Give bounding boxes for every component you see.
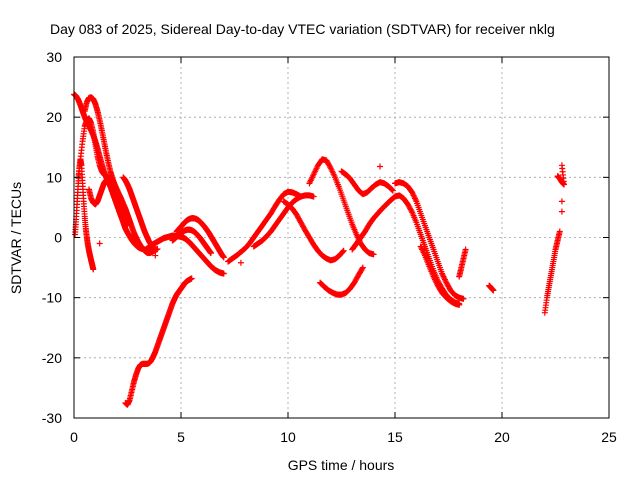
y-tick-label: 10 (46, 169, 62, 185)
series-arc-13 (280, 198, 347, 264)
data-point (124, 222, 131, 229)
y-tick-labels: -30 -20 -10 0 10 20 30 (42, 49, 62, 426)
data-point (207, 250, 214, 257)
data-point (462, 246, 469, 253)
y-tick-label: 20 (46, 109, 62, 125)
y-tick-label: 30 (46, 49, 62, 65)
data-point (490, 287, 497, 294)
data-point (558, 208, 565, 215)
data-point (556, 228, 563, 235)
data-point (310, 193, 317, 200)
chart-title: Day 083 of 2025, Sidereal Day-to-day VTE… (50, 21, 555, 37)
x-tick-label: 5 (177, 429, 185, 445)
data-point-interp (389, 186, 396, 193)
data-point (152, 252, 159, 259)
data-point (370, 251, 377, 258)
series-arc-11 (225, 188, 304, 265)
x-tick-label: 10 (280, 429, 296, 445)
data-point-interp (339, 248, 346, 255)
data-point (118, 213, 125, 220)
axis-ticks (73, 56, 610, 419)
series-arc-20 (456, 246, 469, 280)
data-point (460, 295, 467, 302)
data-point (188, 275, 195, 282)
data-point-interp (408, 207, 415, 214)
series-arc-6 (72, 156, 97, 273)
y-tick-label: -20 (42, 350, 62, 366)
series-arc-14 (306, 156, 377, 258)
data-point (237, 259, 244, 266)
data-point (389, 187, 396, 194)
data-point (558, 198, 565, 205)
series-arc-12 (250, 192, 317, 250)
series-arc-23 (554, 162, 568, 188)
series-isolated (96, 163, 565, 266)
gridlines (74, 57, 609, 418)
data-point (220, 270, 227, 277)
data-point (377, 163, 384, 170)
data-point (359, 264, 366, 271)
series-arc-16 (338, 168, 396, 198)
series-arc-9 (173, 215, 227, 261)
data-point (113, 201, 120, 208)
data-point (558, 162, 565, 169)
data-point (456, 301, 463, 308)
data-points (71, 91, 568, 408)
series-arc-18 (392, 179, 467, 302)
series-arc-10 (169, 226, 214, 257)
series-arc-2 (81, 94, 161, 257)
data-point (96, 240, 103, 247)
data-point-interp (359, 265, 366, 272)
series-arc-15 (317, 264, 366, 298)
data-point (220, 254, 227, 261)
y-tick-label: -10 (42, 290, 62, 306)
y-tick-label: -30 (42, 410, 62, 426)
data-point (154, 245, 161, 252)
x-tick-label: 15 (387, 429, 403, 445)
series-arc-22 (541, 228, 563, 316)
series-arc-19 (417, 243, 463, 308)
data-point (340, 247, 347, 254)
series-arc-4 (85, 177, 125, 220)
x-tick-labels: 0 5 10 15 20 25 (70, 429, 617, 445)
x-tick-label: 0 (70, 429, 78, 445)
series-arc-21 (486, 282, 497, 294)
y-axis-label: SDTVAR / TECUs (8, 182, 24, 294)
x-tick-label: 25 (601, 429, 617, 445)
data-point (90, 266, 97, 273)
x-axis-label: GPS time / hours (288, 457, 395, 473)
x-tick-label: 20 (494, 429, 510, 445)
series-arc-7 (122, 275, 195, 408)
y-tick-label: 0 (54, 230, 62, 246)
